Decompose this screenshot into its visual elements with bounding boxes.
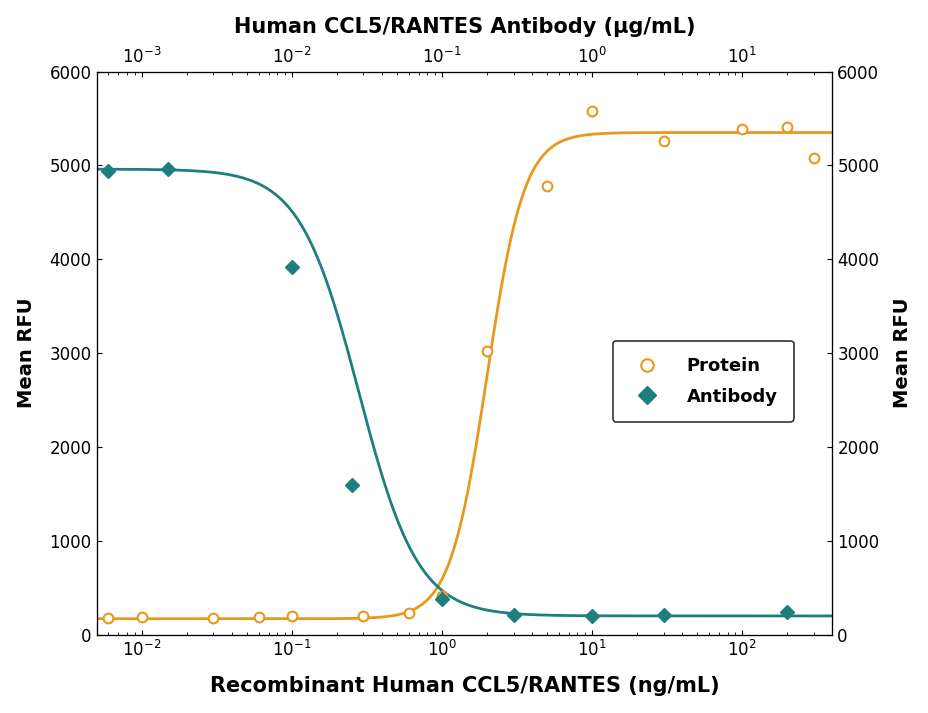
Y-axis label: Mean RFU: Mean RFU — [893, 298, 911, 409]
Y-axis label: Mean RFU: Mean RFU — [17, 298, 35, 409]
X-axis label: Recombinant Human CCL5/RANTES (ng/mL): Recombinant Human CCL5/RANTES (ng/mL) — [210, 677, 718, 697]
X-axis label: Human CCL5/RANTES Antibody (μg/mL): Human CCL5/RANTES Antibody (μg/mL) — [234, 16, 694, 36]
Legend: Protein, Antibody: Protein, Antibody — [612, 341, 793, 422]
